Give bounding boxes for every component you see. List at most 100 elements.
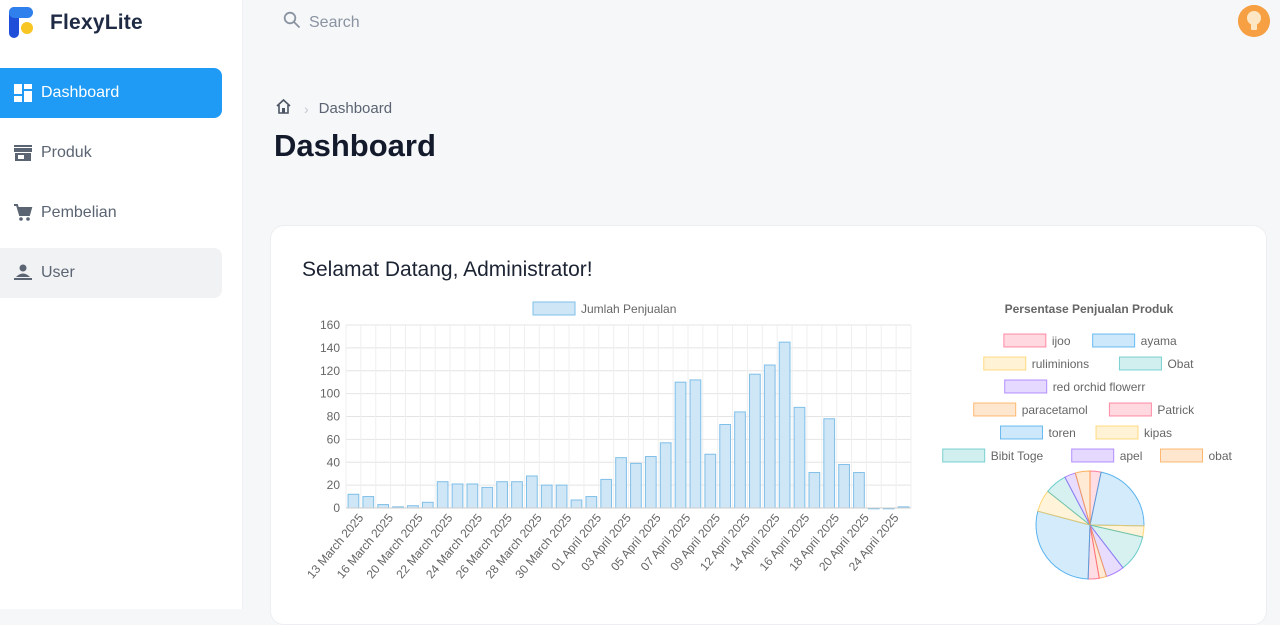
bar (451, 483, 464, 509)
chevron-right-icon: › (304, 100, 309, 117)
search-input[interactable] (309, 13, 609, 32)
y-tick-label: 20 (327, 478, 341, 492)
pie-legend-label: red orchid flowerr (1053, 380, 1146, 394)
sidebar-item-pembelian[interactable]: Pembelian (0, 188, 222, 238)
pie-legend-label: Patrick (1157, 403, 1195, 417)
bar (377, 504, 390, 509)
y-tick-label: 60 (327, 432, 341, 446)
user-icon (13, 263, 33, 283)
y-tick-label: 0 (333, 501, 340, 515)
search-box[interactable] (283, 11, 609, 34)
pie-legend-label: ayama (1141, 334, 1177, 348)
pie-legend-label: paracetamol (1022, 403, 1088, 417)
pie-legend-swatch (1004, 379, 1048, 394)
sidebar-item-dashboard[interactable]: Dashboard (0, 68, 222, 118)
bar (570, 499, 583, 509)
sidebar-item-label: Produk (41, 144, 92, 161)
bar (704, 453, 717, 509)
y-tick-label: 100 (320, 387, 340, 401)
bar (838, 464, 850, 509)
y-tick-label: 40 (327, 455, 341, 469)
breadcrumb: › Dashboard (275, 98, 392, 119)
welcome-heading: Selamat Datang, Administrator! (302, 258, 593, 281)
bar (749, 373, 761, 509)
bar (496, 481, 508, 509)
bar (763, 364, 776, 509)
pie-legend-label: ruliminions (1032, 357, 1089, 371)
pie-slice (1035, 510, 1091, 580)
cart-icon (13, 203, 33, 223)
legend-label: Jumlah Penjualan (581, 302, 676, 316)
pie-slice (1074, 470, 1091, 526)
pie-legend-label: kipas (1144, 426, 1172, 440)
bar (630, 462, 642, 509)
breadcrumb-current: Dashboard (318, 100, 393, 117)
pie-slice (1089, 471, 1145, 527)
pie-legend-swatch (942, 448, 986, 463)
sidebar-item-user[interactable]: User (0, 248, 222, 298)
bar (778, 341, 791, 509)
y-tick-label: 160 (320, 318, 340, 332)
bar (689, 379, 702, 509)
pie-legend-label: ijoo (1052, 334, 1071, 348)
pie-legend-swatch (1003, 333, 1047, 348)
bar (481, 486, 494, 509)
bar (585, 496, 598, 509)
bar (823, 418, 836, 509)
pie-legend-label: Obat (1167, 357, 1194, 371)
dashboard-card: Selamat Datang, Administrator! Jumlah Pe… (270, 225, 1267, 625)
bar (615, 457, 627, 509)
pie-legend-swatch (1092, 333, 1136, 348)
bar (659, 442, 672, 509)
pie-legend-swatch (983, 356, 1027, 371)
bar (347, 493, 360, 509)
pie-legend-swatch (1095, 425, 1139, 440)
y-tick-label: 140 (320, 341, 340, 355)
store-icon (13, 143, 33, 163)
bar (511, 481, 523, 509)
flexylite-logo-icon (8, 6, 36, 40)
sidebar-item-label: Dashboard (41, 84, 120, 101)
pie-legend-swatch (1108, 402, 1152, 417)
sidebar-item-produk[interactable]: Produk (0, 128, 222, 178)
page-title: Dashboard (274, 128, 436, 163)
bar (421, 501, 434, 509)
search-icon (283, 11, 301, 34)
pie-legend-label: obat (1209, 449, 1233, 463)
bar (362, 496, 375, 509)
bar (466, 483, 479, 509)
y-tick-label: 80 (327, 410, 341, 424)
bar (526, 475, 538, 509)
pie-legend-swatch (1071, 448, 1115, 463)
avatar[interactable] (1238, 5, 1270, 37)
app-name: FlexyLite (50, 11, 143, 34)
sidebar-item-label: Pembelian (41, 204, 117, 221)
home-icon[interactable] (275, 98, 292, 119)
topbar (243, 0, 1280, 44)
bar (600, 478, 613, 509)
dashboard-icon (13, 83, 33, 103)
pie-legend-swatch (1160, 448, 1203, 463)
pie-legend-label: apel (1120, 449, 1143, 463)
pie-legend-swatch (1118, 356, 1162, 371)
bar (436, 481, 449, 509)
charts-area: Jumlah Penjualan02040608010012014016013 … (304, 301, 1233, 581)
bar (644, 456, 657, 509)
sidebar: FlexyLite Dashboard Produk Pembelian Use… (0, 0, 243, 609)
bar (540, 484, 553, 509)
sidebar-item-label: User (41, 264, 75, 281)
pie-legend-label: Bibit Toge (991, 449, 1044, 463)
bar (555, 484, 568, 509)
bar (853, 472, 865, 509)
legend-swatch (532, 301, 576, 316)
bar (674, 381, 687, 509)
pie-legend-swatch (973, 402, 1017, 417)
bar (793, 406, 806, 509)
pie-legend-label: toren (1049, 426, 1076, 440)
bar (808, 472, 821, 509)
brand[interactable]: FlexyLite (8, 6, 143, 40)
pie-legend-swatch (1000, 425, 1043, 440)
y-tick-label: 120 (320, 364, 340, 378)
bar (719, 424, 731, 509)
sidebar-nav: Dashboard Produk Pembelian User (0, 68, 222, 308)
